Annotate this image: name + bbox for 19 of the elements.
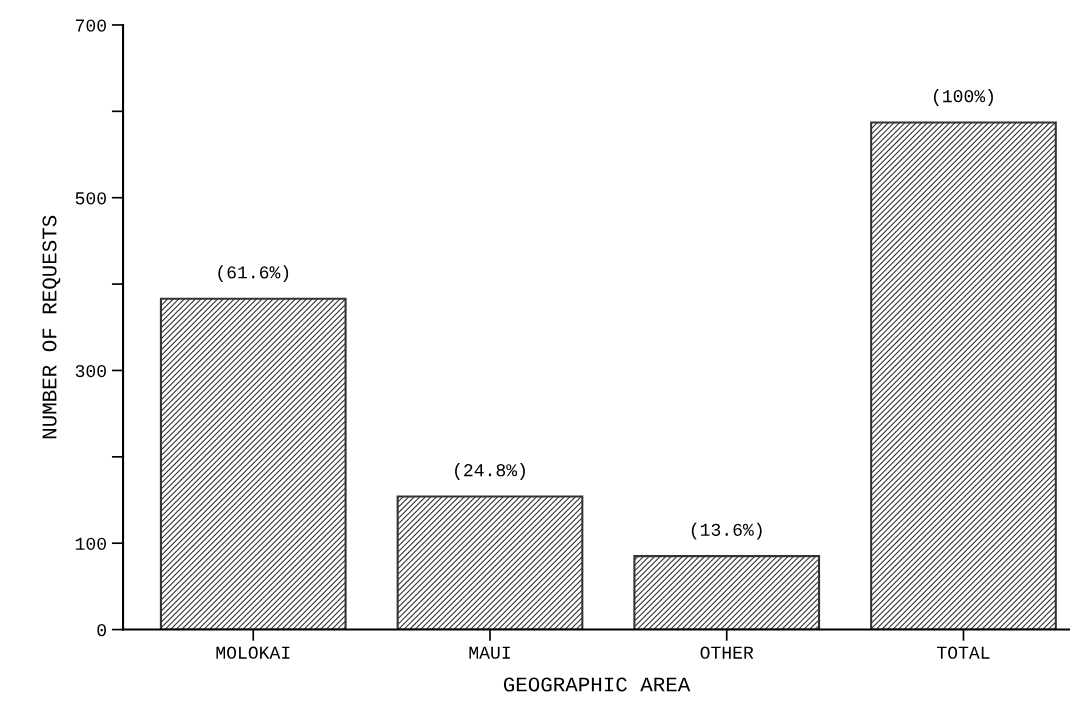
x-axis-title: GEOGRAPHIC AREA xyxy=(503,677,691,692)
y-axis-title: NUMBER OF REQUESTS xyxy=(42,215,61,439)
x-tick-label: MAUI xyxy=(469,646,510,659)
y-tick-label: 100 xyxy=(75,537,106,550)
y-tick-label: 500 xyxy=(75,192,106,205)
bar xyxy=(159,297,347,630)
bar xyxy=(870,121,1057,630)
annotation: (100%) xyxy=(933,89,993,106)
annotation: (24.8%) xyxy=(455,463,525,480)
x-tick-label: TOTAL xyxy=(937,646,990,659)
y-tick-label: 700 xyxy=(75,19,106,32)
y-tick-label: 300 xyxy=(75,364,106,378)
bar xyxy=(396,495,584,630)
bar xyxy=(633,555,821,630)
x-tick-label: MOLOKAI xyxy=(216,646,290,659)
annotation: (13.6%) xyxy=(691,522,762,540)
x-tick-label: OTHER xyxy=(700,646,754,659)
annotation: (61.6%) xyxy=(218,265,289,283)
y-tick-label: 0 xyxy=(97,624,106,637)
